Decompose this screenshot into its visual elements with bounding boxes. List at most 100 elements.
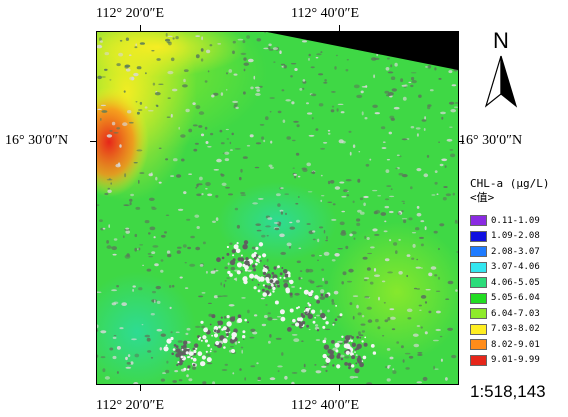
cloud-speck [406, 308, 413, 313]
tick-right-lat [457, 141, 464, 142]
cloud-speck [139, 101, 143, 105]
cloud-speck [129, 198, 133, 202]
cloud-speck [425, 289, 431, 291]
cloud-speck [389, 195, 395, 198]
cloud-speck [277, 203, 281, 207]
cloud-cluster-speck [176, 363, 179, 367]
cloud-speck [364, 295, 370, 299]
cloud-cluster-speck [238, 341, 240, 344]
cloud-speck [136, 66, 142, 70]
cloud-cluster-speck [264, 284, 268, 288]
legend-swatch [470, 308, 487, 320]
cloud-cluster-speck [173, 344, 177, 347]
cloud-cluster-speck [216, 257, 221, 263]
chlorophyll-map[interactable] [96, 31, 459, 385]
cloud-speck [342, 271, 347, 276]
cloud-speck [204, 126, 208, 130]
cloud-speck [263, 139, 266, 143]
cloud-speck [112, 253, 117, 256]
cloud-speck [177, 246, 182, 249]
cloud-speck [404, 352, 411, 355]
cloud-speck [97, 291, 102, 293]
cloud-speck [402, 202, 405, 205]
cloud-speck [212, 381, 216, 384]
cloud-speck [110, 182, 112, 185]
cloud-speck [198, 295, 204, 298]
cloud-cluster-speck [279, 272, 283, 276]
cloud-speck [345, 179, 352, 182]
cloud-speck [160, 378, 165, 382]
cloud-speck [440, 111, 446, 115]
cloud-cluster-speck [280, 316, 286, 322]
cloud-speck [123, 235, 125, 238]
cloud-speck [321, 195, 325, 197]
cloud-cluster-speck [229, 316, 236, 322]
cloud-speck [387, 57, 390, 60]
cloud-cluster-speck [172, 348, 176, 351]
cloud-cluster-speck [277, 265, 280, 269]
cloud-speck [273, 61, 276, 63]
cloud-cluster-speck [314, 316, 316, 319]
cloud-speck [255, 86, 261, 89]
cloud-speck [416, 288, 421, 290]
cloud-cluster-speck [213, 329, 217, 333]
legend-swatch [470, 246, 487, 258]
cloud-speck [433, 365, 435, 370]
cloud-speck [386, 185, 392, 187]
cloud-cluster-speck [281, 267, 284, 269]
cloud-speck [122, 122, 128, 127]
cloud-speck [279, 209, 284, 212]
cloud-speck [183, 191, 187, 195]
cloud-cluster-speck [247, 263, 251, 267]
cloud-speck [249, 134, 254, 138]
cloud-cluster-speck [332, 364, 335, 367]
cloud-speck [252, 202, 258, 205]
cloud-speck [381, 280, 386, 283]
cloud-cluster-speck [271, 272, 275, 275]
cloud-speck [125, 356, 128, 361]
cloud-speck [423, 173, 429, 178]
cloud-speck [246, 144, 251, 147]
cloud-speck [315, 370, 322, 374]
cloud-cluster-speck [322, 339, 327, 344]
cloud-speck [327, 309, 330, 313]
cloud-speck [367, 319, 373, 323]
cloud-speck [221, 182, 227, 186]
cloud-speck [234, 148, 241, 150]
cloud-speck [174, 370, 179, 373]
cloud-cluster-speck [236, 270, 241, 275]
cloud-speck [224, 158, 230, 162]
cloud-speck [384, 319, 389, 323]
cloud-speck [240, 194, 246, 196]
cloud-speck [341, 281, 344, 285]
cloud-speck [196, 183, 199, 188]
cloud-speck [360, 90, 364, 94]
cloud-speck [213, 268, 217, 271]
cloud-speck [318, 103, 324, 107]
cloud-cluster-speck [364, 336, 367, 339]
cloud-speck [239, 176, 242, 181]
cloud-cluster-speck [357, 359, 362, 364]
cloud-speck [156, 300, 161, 304]
cloud-speck [271, 318, 278, 321]
cloud-speck [147, 252, 152, 255]
cloud-speck [133, 382, 139, 384]
cloud-speck [454, 219, 458, 223]
cloud-speck [427, 65, 432, 69]
cloud-cluster-speck [363, 342, 368, 347]
cloud-cluster-speck [202, 335, 207, 340]
cloud-speck [247, 309, 250, 314]
cloud-speck [250, 86, 254, 90]
cloud-cluster-speck [350, 352, 354, 356]
cloud-speck [165, 158, 169, 161]
cloud-speck [339, 221, 345, 226]
cloud-speck [276, 193, 281, 197]
cloud-cluster-speck [355, 362, 358, 365]
cloud-cluster-speck [204, 339, 208, 343]
cloud-cluster-speck [262, 271, 267, 276]
cloud-speck [188, 128, 193, 133]
cloud-speck [294, 68, 298, 71]
cloud-speck [171, 88, 178, 92]
cloud-speck [401, 138, 408, 141]
cloud-speck [408, 355, 414, 359]
